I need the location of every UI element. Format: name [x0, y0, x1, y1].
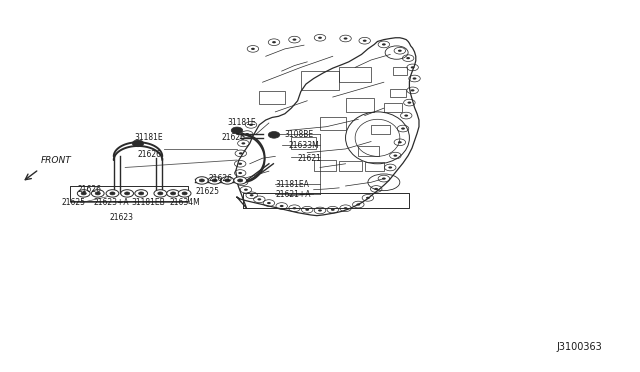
Text: 21621: 21621 [298, 154, 321, 163]
Circle shape [208, 177, 221, 184]
Circle shape [240, 181, 244, 183]
Circle shape [363, 39, 367, 42]
Circle shape [408, 102, 412, 104]
Text: 21634M: 21634M [170, 198, 201, 207]
Circle shape [413, 77, 417, 80]
Text: 31181EA: 31181EA [275, 180, 309, 189]
Circle shape [331, 209, 335, 211]
Circle shape [178, 190, 191, 197]
Circle shape [318, 37, 322, 39]
Bar [346, 98, 374, 112]
Bar [314, 160, 336, 171]
Circle shape [154, 190, 167, 197]
Circle shape [171, 192, 175, 195]
Bar [358, 146, 379, 156]
Circle shape [231, 127, 243, 134]
Text: 31181E: 31181E [135, 133, 163, 142]
Circle shape [257, 198, 261, 201]
Text: 21626: 21626 [77, 185, 101, 194]
Text: FRONT: FRONT [40, 155, 71, 164]
Text: 21621+A: 21621+A [275, 190, 311, 199]
Circle shape [135, 190, 148, 197]
Text: 21626: 21626 [138, 150, 162, 159]
Bar [390, 89, 406, 97]
Bar [394, 67, 408, 75]
Circle shape [245, 133, 249, 135]
Circle shape [225, 179, 230, 182]
Circle shape [394, 154, 397, 157]
Circle shape [411, 89, 415, 92]
Bar [365, 162, 384, 171]
Text: 3108BE: 3108BE [285, 129, 314, 139]
Circle shape [272, 41, 276, 43]
Circle shape [238, 172, 242, 174]
Text: 21626: 21626 [221, 133, 245, 142]
Circle shape [92, 190, 104, 197]
Circle shape [106, 190, 119, 197]
Circle shape [132, 140, 144, 147]
Circle shape [388, 166, 392, 169]
Circle shape [238, 163, 242, 165]
Circle shape [366, 197, 370, 199]
Circle shape [374, 188, 378, 190]
Circle shape [241, 142, 245, 144]
Bar [339, 67, 371, 82]
Circle shape [158, 192, 163, 195]
Circle shape [81, 192, 86, 195]
Bar [301, 71, 339, 90]
Circle shape [398, 141, 402, 143]
Circle shape [182, 192, 187, 195]
Bar [384, 103, 402, 112]
Text: 21625: 21625 [195, 187, 220, 196]
Bar [320, 118, 346, 131]
Text: 21623: 21623 [109, 213, 133, 222]
Circle shape [139, 192, 144, 195]
Circle shape [251, 48, 255, 50]
Circle shape [167, 190, 179, 197]
Circle shape [292, 38, 296, 41]
Circle shape [344, 207, 348, 209]
Circle shape [250, 194, 253, 196]
Circle shape [280, 205, 284, 207]
Text: 31181EB: 31181EB [132, 198, 165, 207]
Circle shape [239, 152, 243, 154]
Circle shape [406, 57, 410, 59]
Circle shape [195, 177, 208, 184]
Text: 21626: 21626 [208, 174, 232, 183]
Circle shape [382, 43, 386, 45]
Circle shape [305, 209, 309, 211]
Circle shape [382, 177, 386, 180]
Circle shape [249, 124, 253, 126]
Circle shape [77, 190, 90, 197]
Text: 21623+A: 21623+A [93, 198, 129, 207]
Circle shape [125, 192, 130, 195]
Bar [339, 161, 362, 171]
Circle shape [95, 192, 100, 195]
Circle shape [318, 209, 322, 212]
Text: 31181E: 31181E [227, 119, 256, 128]
Circle shape [110, 192, 115, 195]
Circle shape [267, 202, 271, 204]
Bar [371, 125, 390, 134]
Circle shape [356, 203, 360, 206]
Circle shape [401, 128, 405, 130]
Circle shape [121, 190, 134, 197]
Bar [291, 137, 316, 149]
Circle shape [237, 179, 243, 182]
Circle shape [268, 132, 280, 138]
Circle shape [199, 179, 204, 182]
Text: 21633M: 21633M [288, 141, 319, 150]
Circle shape [404, 115, 408, 117]
Circle shape [292, 207, 296, 209]
Circle shape [212, 179, 217, 182]
Circle shape [234, 177, 246, 184]
Text: 21625: 21625 [61, 198, 85, 207]
Circle shape [411, 66, 415, 68]
Bar [259, 92, 285, 105]
Circle shape [398, 49, 402, 52]
Circle shape [244, 189, 248, 191]
Circle shape [344, 37, 348, 39]
Circle shape [221, 177, 234, 184]
Text: J3100363: J3100363 [556, 342, 602, 352]
